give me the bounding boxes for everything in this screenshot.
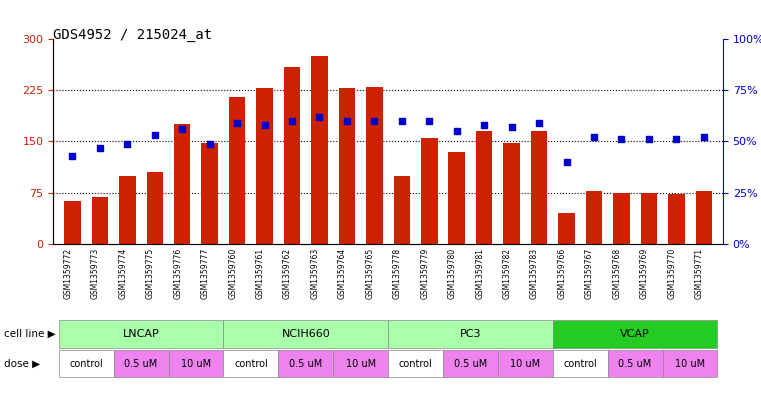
- Text: LNCAP: LNCAP: [123, 329, 160, 339]
- Bar: [668, 194, 685, 244]
- Point: [643, 136, 655, 143]
- Text: 0.5 uM: 0.5 uM: [125, 358, 158, 369]
- Point: [396, 118, 408, 124]
- Text: GSM1359775: GSM1359775: [146, 248, 154, 299]
- Point: [94, 145, 106, 151]
- Text: GSM1359767: GSM1359767: [585, 248, 594, 299]
- Bar: [503, 143, 520, 244]
- Text: control: control: [563, 358, 597, 369]
- Point: [121, 140, 133, 147]
- Text: 0.5 uM: 0.5 uM: [454, 358, 487, 369]
- Text: GSM1359770: GSM1359770: [667, 248, 677, 299]
- Point: [286, 118, 298, 124]
- Text: GSM1359773: GSM1359773: [91, 248, 100, 299]
- Text: 10 uM: 10 uM: [181, 358, 211, 369]
- Bar: [147, 172, 163, 244]
- Bar: [174, 125, 190, 244]
- Point: [259, 122, 271, 128]
- Point: [698, 134, 710, 141]
- Text: GSM1359779: GSM1359779: [420, 248, 429, 299]
- Bar: [421, 138, 438, 244]
- Text: GSM1359765: GSM1359765: [365, 248, 374, 299]
- Bar: [91, 197, 108, 244]
- Text: 10 uM: 10 uM: [675, 358, 705, 369]
- Bar: [339, 88, 355, 244]
- Bar: [559, 213, 575, 244]
- Text: GSM1359764: GSM1359764: [338, 248, 347, 299]
- Point: [505, 124, 517, 130]
- Bar: [119, 176, 135, 244]
- Bar: [448, 152, 465, 244]
- Point: [148, 132, 161, 138]
- Bar: [284, 66, 301, 244]
- Bar: [311, 56, 328, 244]
- Text: 10 uM: 10 uM: [345, 358, 376, 369]
- Text: NCIH660: NCIH660: [282, 329, 330, 339]
- Text: 0.5 uM: 0.5 uM: [289, 358, 323, 369]
- Point: [478, 122, 490, 128]
- Bar: [202, 143, 218, 244]
- Text: 0.5 uM: 0.5 uM: [619, 358, 651, 369]
- Text: GSM1359761: GSM1359761: [256, 248, 265, 299]
- Point: [314, 114, 326, 120]
- Text: GSM1359772: GSM1359772: [63, 248, 72, 299]
- Text: GSM1359783: GSM1359783: [530, 248, 539, 299]
- Point: [231, 120, 244, 126]
- Bar: [586, 191, 602, 244]
- Point: [368, 118, 380, 124]
- Text: GDS4952 / 215024_at: GDS4952 / 215024_at: [53, 28, 212, 42]
- Point: [560, 159, 572, 165]
- Text: 10 uM: 10 uM: [511, 358, 540, 369]
- Point: [587, 134, 600, 141]
- Text: dose ▶: dose ▶: [4, 358, 40, 369]
- Bar: [613, 193, 629, 244]
- Point: [341, 118, 353, 124]
- Point: [177, 126, 189, 132]
- Text: GSM1359776: GSM1359776: [174, 248, 183, 299]
- Text: control: control: [69, 358, 103, 369]
- Text: control: control: [399, 358, 432, 369]
- Text: control: control: [234, 358, 268, 369]
- Text: GSM1359774: GSM1359774: [119, 248, 127, 299]
- Bar: [64, 202, 81, 244]
- Bar: [366, 87, 383, 244]
- Text: GSM1359781: GSM1359781: [475, 248, 484, 299]
- Bar: [696, 191, 712, 244]
- Text: GSM1359780: GSM1359780: [447, 248, 457, 299]
- Bar: [256, 88, 273, 244]
- Bar: [393, 176, 410, 244]
- Text: GSM1359763: GSM1359763: [310, 248, 320, 299]
- Text: cell line ▶: cell line ▶: [4, 329, 56, 339]
- Text: GSM1359766: GSM1359766: [558, 248, 566, 299]
- Text: GSM1359768: GSM1359768: [613, 248, 622, 299]
- Text: GSM1359769: GSM1359769: [640, 248, 649, 299]
- Text: GSM1359778: GSM1359778: [393, 248, 402, 299]
- Point: [423, 118, 435, 124]
- Point: [451, 128, 463, 134]
- Bar: [531, 131, 547, 244]
- Text: VCAP: VCAP: [620, 329, 650, 339]
- Bar: [476, 131, 492, 244]
- Point: [670, 136, 683, 143]
- Bar: [229, 97, 245, 244]
- Text: GSM1359771: GSM1359771: [695, 248, 704, 299]
- Text: PC3: PC3: [460, 329, 481, 339]
- Text: GSM1359762: GSM1359762: [283, 248, 292, 299]
- Text: GSM1359782: GSM1359782: [502, 248, 511, 299]
- Text: GSM1359760: GSM1359760: [228, 248, 237, 299]
- Point: [533, 120, 545, 126]
- Bar: [641, 193, 657, 244]
- Text: GSM1359777: GSM1359777: [201, 248, 210, 299]
- Point: [204, 140, 216, 147]
- Point: [66, 152, 78, 159]
- Point: [616, 136, 628, 143]
